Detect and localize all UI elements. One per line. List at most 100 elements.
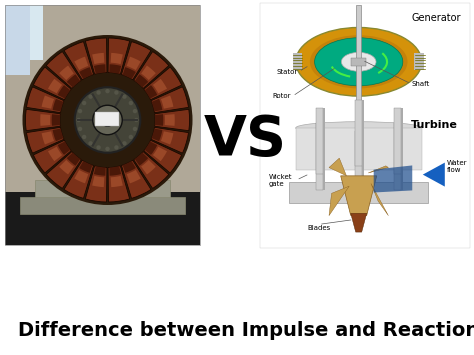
Wedge shape	[27, 87, 64, 113]
Wedge shape	[53, 129, 64, 141]
Text: Stator: Stator	[277, 69, 298, 75]
Polygon shape	[368, 166, 388, 173]
Circle shape	[93, 105, 122, 135]
Text: Rotor: Rotor	[273, 93, 291, 99]
Wedge shape	[141, 160, 156, 174]
Wedge shape	[127, 170, 141, 184]
Wedge shape	[67, 153, 80, 166]
Wedge shape	[151, 87, 189, 113]
Wedge shape	[135, 153, 148, 166]
Wedge shape	[48, 79, 62, 93]
Bar	[5, 5, 200, 209]
Wedge shape	[134, 152, 169, 189]
Wedge shape	[27, 127, 64, 153]
Circle shape	[105, 147, 109, 151]
Bar	[5, 5, 30, 75]
Wedge shape	[92, 53, 104, 64]
Bar	[401, 123, 403, 190]
Polygon shape	[351, 213, 367, 232]
Ellipse shape	[315, 38, 403, 86]
Text: Difference between Impulse and Reaction Turbine: Difference between Impulse and Reaction …	[18, 321, 474, 339]
Wedge shape	[108, 166, 130, 202]
Wedge shape	[109, 64, 121, 74]
Wedge shape	[135, 74, 148, 88]
Bar	[95, 112, 119, 126]
Wedge shape	[52, 114, 60, 126]
Circle shape	[88, 141, 93, 146]
Wedge shape	[155, 109, 190, 131]
Wedge shape	[144, 140, 182, 173]
Circle shape	[122, 94, 127, 99]
Wedge shape	[53, 99, 64, 111]
Wedge shape	[144, 67, 182, 100]
Wedge shape	[153, 147, 167, 161]
Wedge shape	[151, 127, 189, 153]
Bar	[323, 123, 325, 190]
Wedge shape	[46, 51, 82, 88]
Wedge shape	[67, 74, 80, 88]
Wedge shape	[85, 38, 107, 74]
Bar	[355, 100, 362, 166]
Circle shape	[82, 135, 86, 139]
Circle shape	[22, 35, 192, 205]
Wedge shape	[111, 176, 123, 187]
Wedge shape	[85, 166, 107, 202]
Bar	[351, 58, 366, 66]
Wedge shape	[42, 95, 54, 109]
Circle shape	[101, 114, 114, 127]
Wedge shape	[155, 114, 163, 126]
Bar	[5, 5, 200, 245]
Wedge shape	[59, 66, 74, 80]
Bar	[260, 3, 470, 248]
FancyBboxPatch shape	[292, 53, 302, 70]
Text: Generator: Generator	[411, 13, 461, 23]
Wedge shape	[152, 99, 163, 111]
Circle shape	[114, 91, 118, 95]
Bar	[35, 180, 170, 204]
Text: Turbine: Turbine	[411, 120, 458, 131]
Circle shape	[96, 145, 101, 150]
Bar	[394, 108, 401, 174]
Wedge shape	[121, 42, 151, 80]
Wedge shape	[26, 109, 60, 131]
Wedge shape	[64, 42, 93, 80]
Circle shape	[128, 135, 133, 139]
Bar	[394, 123, 401, 190]
Bar	[5, 192, 200, 245]
Wedge shape	[145, 141, 157, 155]
Wedge shape	[94, 166, 106, 176]
Wedge shape	[94, 64, 106, 74]
Wedge shape	[92, 176, 104, 187]
FancyBboxPatch shape	[290, 182, 428, 203]
Wedge shape	[79, 67, 92, 79]
Bar	[362, 100, 364, 166]
Polygon shape	[329, 158, 346, 176]
Wedge shape	[109, 166, 121, 176]
Circle shape	[78, 127, 82, 131]
Wedge shape	[161, 131, 173, 144]
Wedge shape	[123, 67, 136, 79]
Bar	[401, 108, 403, 174]
Polygon shape	[423, 163, 445, 187]
Wedge shape	[74, 57, 88, 70]
Circle shape	[88, 94, 93, 99]
Circle shape	[122, 141, 127, 146]
Circle shape	[105, 89, 109, 93]
Text: Blades: Blades	[307, 225, 330, 231]
Bar	[5, 5, 43, 60]
FancyBboxPatch shape	[414, 53, 424, 70]
Wedge shape	[48, 147, 62, 161]
Bar	[356, 5, 361, 194]
Wedge shape	[58, 141, 71, 155]
Wedge shape	[58, 85, 71, 99]
Wedge shape	[59, 160, 74, 174]
Wedge shape	[111, 53, 123, 64]
Circle shape	[128, 101, 133, 105]
Bar	[316, 123, 323, 190]
Wedge shape	[33, 140, 71, 173]
Circle shape	[114, 145, 118, 150]
Circle shape	[133, 109, 137, 113]
Bar	[362, 131, 364, 198]
Circle shape	[134, 118, 138, 122]
Wedge shape	[40, 114, 50, 126]
